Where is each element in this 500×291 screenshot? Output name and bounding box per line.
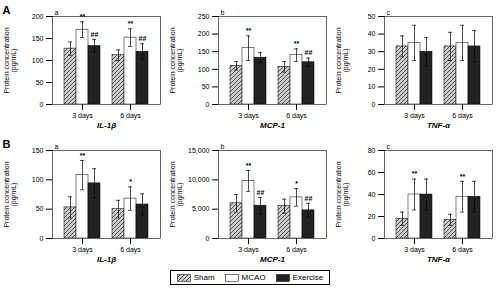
svg-text:50: 50 [368,13,376,20]
svg-text:150: 150 [32,147,44,154]
svg-text:*: * [129,178,132,185]
html-text:Exercise: Exercise [292,273,324,282]
svg-text:Protein concentration(pg/mL): Protein concentration(pg/mL) [335,27,350,93]
svg-text:##: ## [305,195,313,202]
svg-text:20: 20 [368,66,376,73]
svg-text:b: b [221,143,225,150]
svg-text:6 days: 6 days [286,246,307,254]
svg-text:0: 0 [206,101,210,108]
svg-text:0: 0 [372,235,376,242]
svg-text:c: c [387,9,391,16]
svg-text:**: ** [294,40,300,47]
svg-text:3 days: 3 days [238,112,259,120]
svg-text:3 days: 3 days [72,112,93,120]
svg-text:a: a [55,143,59,150]
svg-text:100: 100 [32,57,44,64]
svg-text:Protein concentration(pg/mL): Protein concentration(pg/mL) [3,27,18,93]
svg-text:MCP-1: MCP-1 [260,255,285,264]
svg-text:c: c [387,143,391,150]
svg-text:100: 100 [198,66,210,73]
svg-text:##: ## [257,189,265,196]
svg-text:20: 20 [368,213,376,220]
svg-text:TNF-α: TNF-α [427,121,451,130]
svg-text:150: 150 [32,35,44,42]
svg-text:**: ** [128,20,134,27]
svg-text:TNF-α: TNF-α [427,255,451,264]
svg-text:50: 50 [36,79,44,86]
svg-text:0: 0 [40,235,44,242]
svg-text:b: b [221,9,225,16]
svg-text:##: ## [305,49,313,56]
svg-text:##: ## [91,31,99,38]
svg-text:5,000: 5,000 [192,205,210,212]
html-text:Sham: Sham [193,273,215,282]
svg-text:0: 0 [40,101,44,108]
svg-text:**: ** [80,152,86,159]
svg-text:##: ## [139,35,147,42]
svg-text:0: 0 [372,101,376,108]
svg-text:10,000: 10,000 [188,176,210,183]
svg-text:**: ** [412,170,418,177]
svg-text:B: B [3,138,11,150]
svg-text:Protein concentration(pg/mL): Protein concentration(pg/mL) [169,27,184,93]
svg-text:3 days: 3 days [72,246,93,254]
svg-text:6 days: 6 days [120,246,141,254]
svg-text:**: ** [246,162,252,169]
svg-text:MCP-1: MCP-1 [260,121,285,130]
svg-text:Protein concentration(pg/mL): Protein concentration(pg/mL) [169,161,184,227]
svg-text:80: 80 [368,147,376,154]
svg-text:200: 200 [198,30,210,37]
html-text:MCAO: MCAO [241,273,266,282]
svg-text:15,000: 15,000 [188,147,210,154]
svg-text:6 days: 6 days [452,112,473,120]
svg-text:Protein concentration(pg/mL): Protein concentration(pg/mL) [3,161,18,227]
svg-text:30: 30 [368,48,376,55]
svg-text:10: 10 [368,83,376,90]
svg-text:IL-1β: IL-1β [97,255,116,264]
svg-text:*: * [295,180,298,187]
svg-text:50: 50 [36,205,44,212]
svg-text:**: ** [460,173,466,180]
svg-text:IL-1β: IL-1β [97,121,116,130]
svg-text:a: a [55,9,59,16]
svg-text:60: 60 [368,169,376,176]
svg-text:**: ** [246,27,252,34]
svg-text:Protein concentration(pg/mL): Protein concentration(pg/mL) [335,161,350,227]
svg-text:100: 100 [32,176,44,183]
svg-text:3 days: 3 days [404,112,425,120]
svg-text:A: A [3,4,11,16]
svg-text:3 days: 3 days [238,246,259,254]
svg-text:6 days: 6 days [120,112,141,120]
svg-text:0: 0 [206,235,210,242]
svg-text:3 days: 3 days [404,246,425,254]
svg-text:250: 250 [198,13,210,20]
svg-text:6 days: 6 days [286,112,307,120]
svg-text:40: 40 [368,191,376,198]
svg-text:40: 40 [368,30,376,37]
svg-text:6 days: 6 days [452,246,473,254]
svg-text:50: 50 [202,83,210,90]
svg-text:150: 150 [198,48,210,55]
svg-text:200: 200 [32,13,44,20]
